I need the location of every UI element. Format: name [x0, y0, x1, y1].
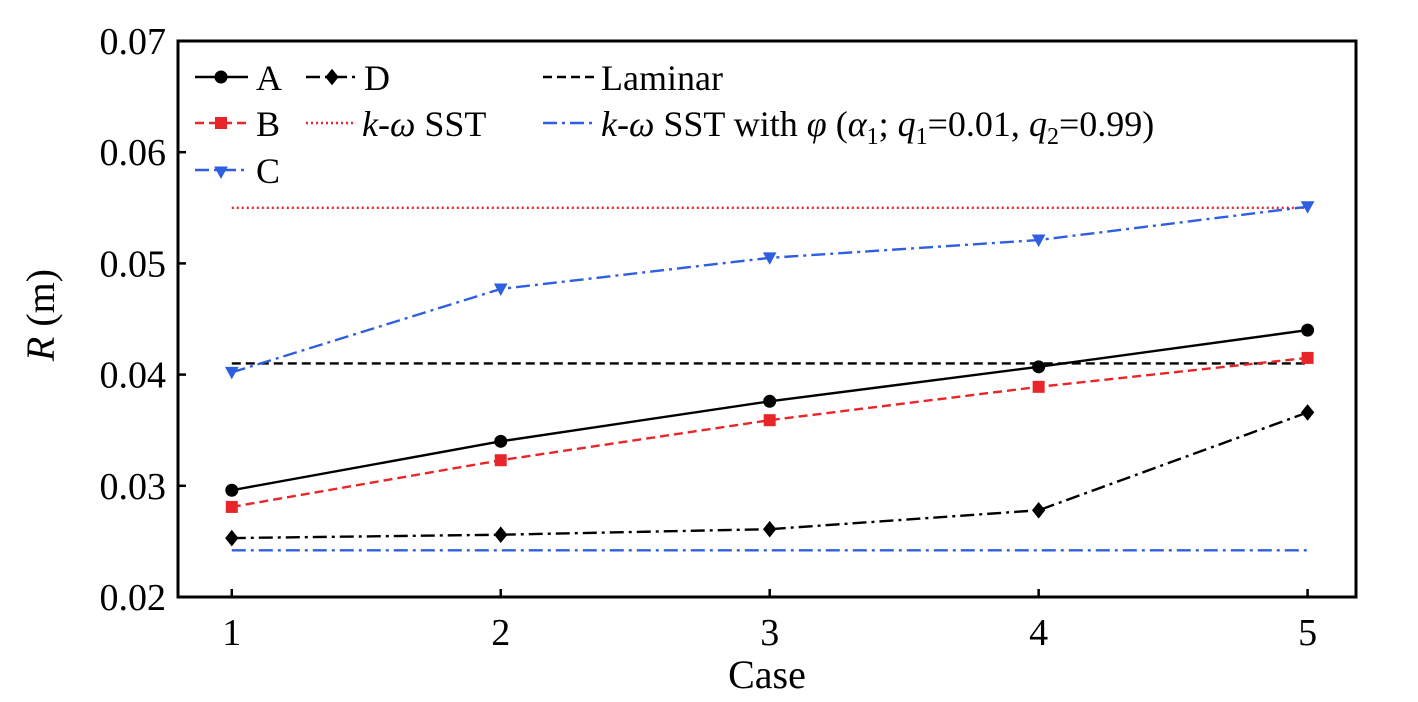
y-axis-title: R (m)	[18, 269, 63, 362]
data-point-a-4	[1032, 360, 1046, 374]
legend-entry-laminar: Laminar	[543, 58, 723, 98]
data-point-d-1	[225, 529, 239, 547]
legend-entry-d: D	[306, 58, 390, 98]
series-markers	[224, 201, 1315, 547]
legend-sst-text: SST	[415, 104, 486, 144]
data-point-d-3	[763, 520, 777, 538]
legend-marker-a	[214, 70, 228, 84]
legend-entry-c: C	[195, 151, 280, 191]
legend-label-d: D	[364, 58, 390, 98]
legend-marker-shape	[214, 166, 228, 180]
legend-label-laminar: Laminar	[601, 58, 723, 98]
data-point-c-2	[493, 283, 508, 297]
legend-marker-shape	[214, 70, 228, 84]
data-point-b-3	[763, 414, 776, 427]
legend-open-paren: (	[827, 104, 848, 144]
series-line-b	[231, 356, 1308, 509]
x-tick-label: 3	[760, 612, 779, 654]
legend-q2-value: =0.99)	[1059, 104, 1154, 144]
data-point-c-3	[762, 252, 777, 265]
data-point-d-2	[494, 526, 508, 544]
legend-marker-shape	[215, 117, 227, 129]
x-tick-label: 4	[1029, 612, 1048, 654]
axis-ticks: 1 2 3 4 5 0.02 0.03 0.04 0.05 0.06 0.07	[100, 21, 1318, 654]
x-axis-title: Case	[728, 652, 806, 697]
data-point-b-4	[1032, 380, 1045, 393]
legend-entry-a: A	[195, 58, 282, 98]
legend-q2-symbol: q	[1029, 104, 1047, 144]
y-tick-label: 0.05	[100, 243, 167, 285]
data-point-a-3	[763, 394, 777, 408]
x-tick-label: 5	[1298, 612, 1317, 654]
legend: A B C D k-ω SST Laminar k-ω SST with φ (…	[195, 58, 1154, 191]
legend-kw-phi-symbol: k-ω	[601, 104, 654, 144]
y-axis-unit: (m)	[18, 269, 63, 337]
legend-label-b: B	[256, 104, 280, 144]
legend-q1-symbol: q	[898, 104, 916, 144]
legend-q2-subscript: 2	[1047, 124, 1059, 150]
data-point-b-1	[225, 500, 238, 513]
data-point-c-4	[1031, 234, 1046, 248]
y-tick-label: 0.06	[100, 132, 167, 174]
series-line-c	[231, 205, 1308, 374]
x-tick-label: 1	[222, 612, 241, 654]
legend-phi-symbol: φ	[807, 104, 827, 144]
legend-label-kw-sst-phi: k-ω SST with φ (α1; q1=0.01, q2=0.99)	[601, 104, 1154, 150]
legend-sst-with-text: SST with	[654, 104, 806, 144]
data-point-a-1	[225, 483, 239, 497]
data-point-c-1	[224, 366, 239, 380]
data-point-c-5	[1300, 201, 1315, 214]
data-point-d-5	[1300, 404, 1315, 421]
legend-marker-b	[215, 117, 227, 129]
legend-marker-d	[325, 68, 339, 86]
x-tick-label: 2	[491, 612, 510, 654]
legend-entry-b: B	[195, 104, 280, 144]
series-line-d	[231, 411, 1308, 540]
data-point-a-5	[1301, 323, 1315, 337]
legend-label-kw-sst: k-ω SST	[362, 104, 486, 144]
legend-entry-kw-sst: k-ω SST	[306, 104, 486, 144]
y-tick-label: 0.03	[100, 466, 167, 508]
legend-q1-value: =0.01,	[928, 104, 1029, 144]
legend-label-c: C	[256, 151, 280, 191]
y-axis-symbol: R	[18, 337, 63, 362]
data-point-a-2	[494, 434, 508, 448]
legend-entry-kw-sst-phi: k-ω SST with φ (α1; q1=0.01, q2=0.99)	[543, 104, 1154, 150]
data-point-b-5	[1301, 351, 1314, 364]
legend-marker-c	[214, 166, 228, 180]
data-point-b-2	[494, 454, 507, 467]
series-line-a	[231, 328, 1308, 492]
legend-marker-shape	[325, 68, 339, 86]
legend-alpha-symbol: α	[848, 104, 868, 144]
legend-alpha-subscript: 1	[867, 124, 879, 150]
plot-frame	[176, 39, 1358, 599]
data-point-d-4	[1031, 501, 1046, 519]
y-tick-label: 0.04	[100, 355, 167, 397]
legend-label-a: A	[256, 58, 282, 98]
reference-lines	[231, 206, 1308, 552]
y-tick-label: 0.07	[100, 21, 167, 63]
legend-kw-symbol: k-ω	[362, 104, 415, 144]
legend-q1-subscript: 1	[916, 124, 928, 150]
y-tick-label: 0.02	[100, 577, 167, 619]
legend-semicolon: ;	[879, 104, 898, 144]
